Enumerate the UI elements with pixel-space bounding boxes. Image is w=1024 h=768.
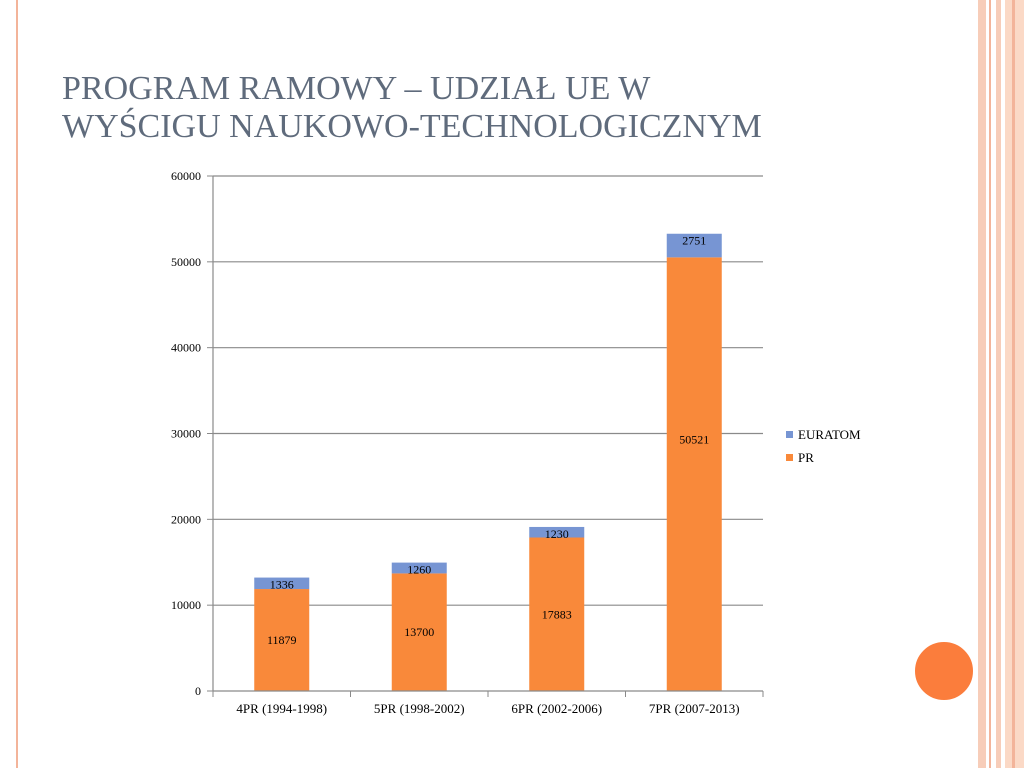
data-label: 13700 [404, 625, 434, 639]
decor-circle [913, 640, 975, 702]
bar-pr [254, 589, 310, 691]
legend-label: EURATOM [798, 426, 861, 442]
data-label: 1230 [545, 527, 569, 541]
bar-pr [391, 573, 447, 691]
right-decor-stripe [978, 0, 986, 768]
legend-item-euratom: EURATOM [786, 423, 861, 446]
x-tick-label: 7PR (2007-2013) [649, 701, 740, 716]
bar-euratom [529, 526, 585, 538]
y-tick-label: 10000 [171, 598, 201, 612]
data-label: 17883 [542, 607, 572, 621]
bar-pr [529, 537, 585, 691]
slide-title: PROGRAM RAMOWY – UDZIAŁ UE W WYŚCIGU NAU… [62, 70, 762, 145]
legend-swatch [786, 454, 793, 461]
bar-euratom [666, 233, 722, 258]
left-frame-line [16, 0, 18, 768]
right-decor-stripe [1012, 0, 1015, 768]
data-label: 1260 [407, 563, 431, 577]
y-tick-label: 20000 [171, 512, 201, 526]
x-tick-label: 5PR (1998-2002) [374, 701, 465, 716]
right-decor-stripe [989, 0, 991, 768]
data-label: 2751 [682, 234, 706, 248]
legend-item-pr: PR [786, 446, 861, 469]
bar-euratom [254, 577, 310, 590]
x-tick-label: 6PR (2002-2006) [511, 701, 602, 716]
bar-pr [666, 257, 722, 691]
y-tick-label: 30000 [171, 427, 201, 441]
legend-label: PR [798, 449, 814, 465]
chart-legend: EURATOM PR [786, 423, 861, 469]
data-label: 11879 [267, 633, 297, 647]
legend-swatch [786, 431, 793, 438]
data-label: 50521 [679, 432, 709, 446]
right-decor-stripe [996, 0, 1001, 768]
y-tick-label: 60000 [171, 169, 201, 183]
y-tick-label: 0 [195, 684, 201, 698]
x-tick-label: 4PR (1994-1998) [236, 701, 327, 716]
data-label: 1336 [270, 578, 294, 592]
y-tick-label: 50000 [171, 255, 201, 269]
y-tick-label: 40000 [171, 341, 201, 355]
bar-euratom [391, 562, 447, 574]
